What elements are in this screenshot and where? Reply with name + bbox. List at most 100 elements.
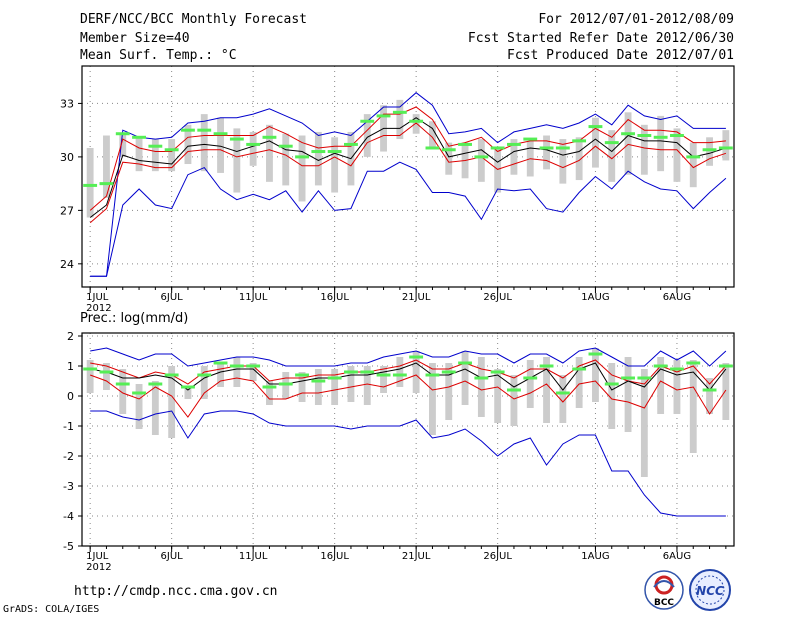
x-tick-label: 1JUL	[86, 292, 109, 303]
plot-frame	[81, 332, 735, 547]
spread-box	[103, 363, 110, 390]
observed-mark	[490, 370, 505, 374]
observed-mark	[164, 373, 179, 377]
spread-box	[151, 139, 159, 172]
observed-mark	[83, 183, 98, 187]
observed-mark	[392, 373, 407, 377]
spread-box	[314, 369, 322, 405]
observed-mark	[588, 125, 603, 129]
x-tick-label: 11JUL	[239, 551, 268, 562]
chart-title: DERF/NCC/BCC Monthly Forecast	[80, 12, 307, 27]
spread-box	[282, 133, 290, 186]
spread-box	[689, 360, 697, 453]
observed-mark	[507, 142, 521, 146]
observed-mark	[181, 385, 195, 389]
spread-box	[461, 351, 469, 405]
observed-mark	[148, 382, 163, 386]
fcst-produced-date: Fcst Produced Date 2012/07/01	[507, 48, 734, 63]
observed-mark	[213, 361, 228, 365]
observed-mark	[164, 148, 179, 152]
spread-box	[314, 131, 322, 186]
series-p10-line	[90, 374, 727, 418]
observed-mark	[311, 150, 326, 154]
spread-box	[266, 124, 273, 182]
spread-box	[510, 375, 518, 426]
x-tick-label: 1JUL	[86, 551, 109, 562]
observed-mark	[621, 376, 635, 380]
spread-box	[184, 387, 192, 399]
observed-mark	[360, 370, 375, 374]
spread-box	[640, 124, 648, 175]
x-tick-label: 6JUL	[161, 292, 184, 303]
y-tick-label: 0	[67, 390, 74, 403]
series-p90-line	[90, 359, 727, 385]
observed-mark	[686, 155, 701, 159]
spread-box	[151, 381, 159, 435]
observed-mark	[637, 376, 652, 380]
observed-mark	[572, 367, 587, 371]
spread-box	[624, 357, 632, 432]
spread-box	[477, 357, 485, 417]
x-tick-label: 6JUL	[161, 551, 184, 562]
observed-mark	[213, 132, 228, 136]
spread-box	[640, 369, 648, 477]
observed-mark	[409, 119, 424, 123]
observed-mark	[295, 373, 309, 377]
observed-mark	[262, 135, 277, 139]
forecast-period: For 2012/07/01-2012/08/09	[538, 12, 734, 27]
series-mean-line	[89, 117, 727, 218]
x-tick-label: 16JUL	[320, 551, 349, 562]
spread-box	[233, 128, 241, 193]
observed-mark	[278, 382, 293, 386]
x-tick-label: 6AUG	[663, 292, 691, 303]
x-tick-label: 26JUL	[483, 292, 512, 303]
observed-mark	[311, 379, 326, 383]
x-tick-label: 11JUL	[239, 292, 268, 303]
spread-box	[624, 112, 632, 175]
spread-box	[363, 366, 371, 405]
spread-box	[380, 366, 387, 393]
observed-mark	[523, 376, 538, 380]
y-tick-label: -5	[63, 540, 74, 553]
observed-mark	[604, 382, 619, 386]
spread-box	[135, 384, 143, 429]
observed-mark	[295, 155, 309, 159]
spread-box	[266, 381, 273, 405]
observed-mark	[83, 367, 98, 371]
observed-mark	[458, 361, 472, 365]
spread-box	[298, 135, 306, 202]
observed-mark	[555, 391, 570, 395]
bcc-logo-text: BCC	[654, 598, 674, 608]
observed-mark	[458, 142, 472, 146]
spread-box	[412, 351, 420, 393]
observed-mark	[409, 355, 424, 359]
spread-box	[657, 115, 665, 172]
spread-box	[200, 366, 208, 399]
observed-mark	[474, 376, 489, 380]
ncc-logo: NCC	[688, 569, 732, 611]
spread-box	[217, 363, 224, 387]
spread-box	[86, 147, 94, 218]
y-tick-label: 1	[67, 360, 74, 373]
observed-mark	[262, 385, 277, 389]
observed-mark	[344, 142, 358, 146]
y-tick-label: 24	[60, 258, 74, 271]
spread-box	[86, 360, 94, 393]
source-url[interactable]: http://cmdp.ncc.cma.gov.cn	[74, 584, 278, 599]
spread-box	[543, 135, 550, 170]
spread-box	[494, 147, 502, 193]
y-tick-label: -2	[63, 450, 74, 463]
spread-box	[722, 130, 730, 161]
spread-box	[119, 133, 127, 157]
x-tick-label: 16JUL	[320, 292, 349, 303]
observed-mark	[115, 132, 130, 136]
series-max-line	[90, 92, 726, 277]
spread-box	[331, 137, 339, 193]
spread-box	[249, 131, 257, 166]
observed-mark	[572, 139, 587, 143]
observed-mark	[376, 373, 391, 377]
observed-mark	[490, 146, 505, 150]
spread-box	[298, 372, 306, 402]
spread-box	[510, 139, 518, 175]
